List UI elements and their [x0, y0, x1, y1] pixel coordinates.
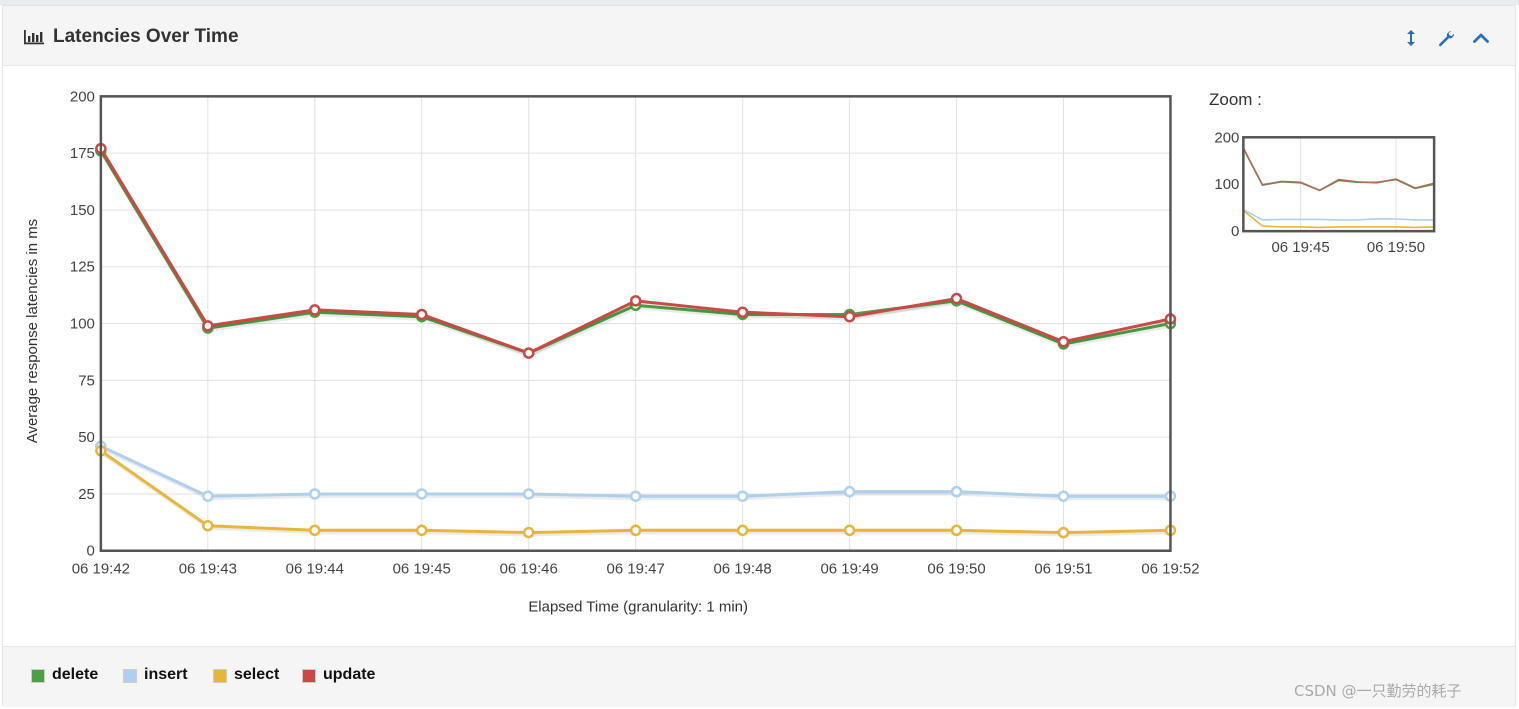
panel-title: Latencies Over Time	[53, 26, 239, 47]
wrench-icon[interactable]	[1436, 28, 1456, 48]
legend-label: update	[323, 666, 376, 683]
data-point-select	[843, 524, 856, 537]
chevron-up-icon[interactable]	[1471, 28, 1491, 48]
data-point-insert	[629, 490, 642, 502]
data-point-insert	[202, 490, 214, 502]
data-point-insert	[416, 488, 428, 500]
legend: delete insert select update	[3, 646, 1515, 707]
data-point-update	[629, 295, 642, 307]
chart-series	[95, 142, 1177, 539]
y-tick-label: 50	[78, 429, 95, 446]
legend-swatch-insert	[123, 669, 137, 683]
x-tick-label: 06 19:49	[820, 561, 878, 578]
data-point-insert	[736, 490, 749, 502]
zoom-border	[1242, 136, 1436, 233]
y-tick-label: 175	[70, 145, 95, 162]
data-point-select	[309, 524, 321, 537]
x-tick-label: 06 19:44	[286, 561, 344, 578]
x-tick-label: 06 19:48	[713, 561, 771, 578]
data-point-insert	[522, 488, 535, 500]
latencies-panel: Latencies Over Time 0 25 50 75 100 125 150 175 2…	[2, 5, 1516, 707]
data-point-select	[1057, 526, 1070, 539]
zoom-x-tick-label: 06 19:45	[1271, 239, 1329, 256]
y-tick-label: 125	[70, 259, 95, 276]
data-point-update	[736, 306, 749, 318]
y-tick-label: 75	[78, 372, 95, 389]
latency-line-chart[interactable]: 0 25 50 75 100 125 150 175 200 06 19:42 06 19:43 06…	[3, 66, 1515, 646]
zoom-overview-chart[interactable]: 0 100 200 06 19:45 06 19:50	[1214, 129, 1436, 256]
data-point-update	[950, 292, 963, 305]
legend-label: select	[234, 666, 280, 683]
legend-label: delete	[52, 666, 99, 683]
chart-axes: 0 25 50 75 100 125 150 175 200 06 19:42 06 19:43 06…	[70, 88, 1200, 577]
data-point-insert	[950, 485, 963, 498]
x-tick-label: 06 19:52	[1141, 561, 1199, 578]
legend-swatch-update	[302, 669, 316, 683]
y-tick-label: 100	[70, 316, 95, 333]
plot-border	[99, 95, 1172, 552]
y-tick-label: 150	[70, 202, 95, 219]
data-point-select	[416, 524, 428, 537]
zoom-label: Zoom :	[1209, 90, 1262, 109]
data-point-update	[309, 304, 321, 316]
x-tick-label: 06 19:46	[500, 561, 558, 578]
data-point-update	[202, 320, 214, 332]
data-point-select	[950, 524, 963, 537]
data-point-insert	[843, 485, 856, 498]
panel-header: Latencies Over Time	[3, 6, 1515, 66]
data-point-update	[522, 347, 535, 359]
x-tick-label: 06 19:50	[927, 561, 985, 578]
data-point-update	[843, 310, 856, 323]
zoom-x-tick-label: 06 19:50	[1367, 239, 1425, 256]
x-tick-label: 06 19:45	[393, 561, 451, 578]
data-point-update	[416, 308, 428, 321]
y-tick-label: 25	[78, 486, 95, 503]
y-tick-label: 0	[87, 543, 95, 560]
data-point-insert	[309, 488, 321, 500]
data-point-update	[1057, 335, 1070, 348]
x-tick-label: 06 19:42	[72, 561, 130, 578]
watermark: CSDN @一只勤劳的耗子	[1294, 682, 1462, 700]
x-tick-label: 06 19:51	[1034, 561, 1092, 578]
legend-swatch-select	[213, 669, 227, 683]
zoom-y-tick-label: 200	[1214, 129, 1239, 146]
x-tick-label: 06 19:47	[607, 561, 665, 578]
top-strip	[0, 0, 1519, 5]
zoom-y-tick-label: 100	[1214, 176, 1239, 193]
data-point-select	[629, 524, 642, 537]
zoom-series-line-insert	[1242, 208, 1435, 221]
resize-vertical-icon[interactable]	[1401, 28, 1421, 48]
zoom-background	[1243, 137, 1435, 232]
zoom-series-line-select	[1242, 209, 1435, 229]
legend-label: insert	[144, 666, 188, 683]
data-point-select	[522, 526, 535, 539]
data-point-select	[202, 520, 214, 532]
legend-swatch-delete	[31, 669, 45, 683]
data-point-insert	[1057, 490, 1070, 502]
zoom-y-tick-label: 0	[1231, 223, 1239, 240]
x-axis-label: Elapsed Time (granularity: 1 min)	[528, 599, 748, 616]
x-tick-label: 06 19:43	[179, 561, 237, 578]
zoom-series-line-update	[1242, 147, 1435, 192]
data-point-select	[736, 524, 749, 537]
y-tick-label: 200	[70, 88, 95, 105]
bar-chart-icon	[24, 30, 44, 45]
y-axis-label: Average response latencies in ms	[24, 219, 41, 443]
